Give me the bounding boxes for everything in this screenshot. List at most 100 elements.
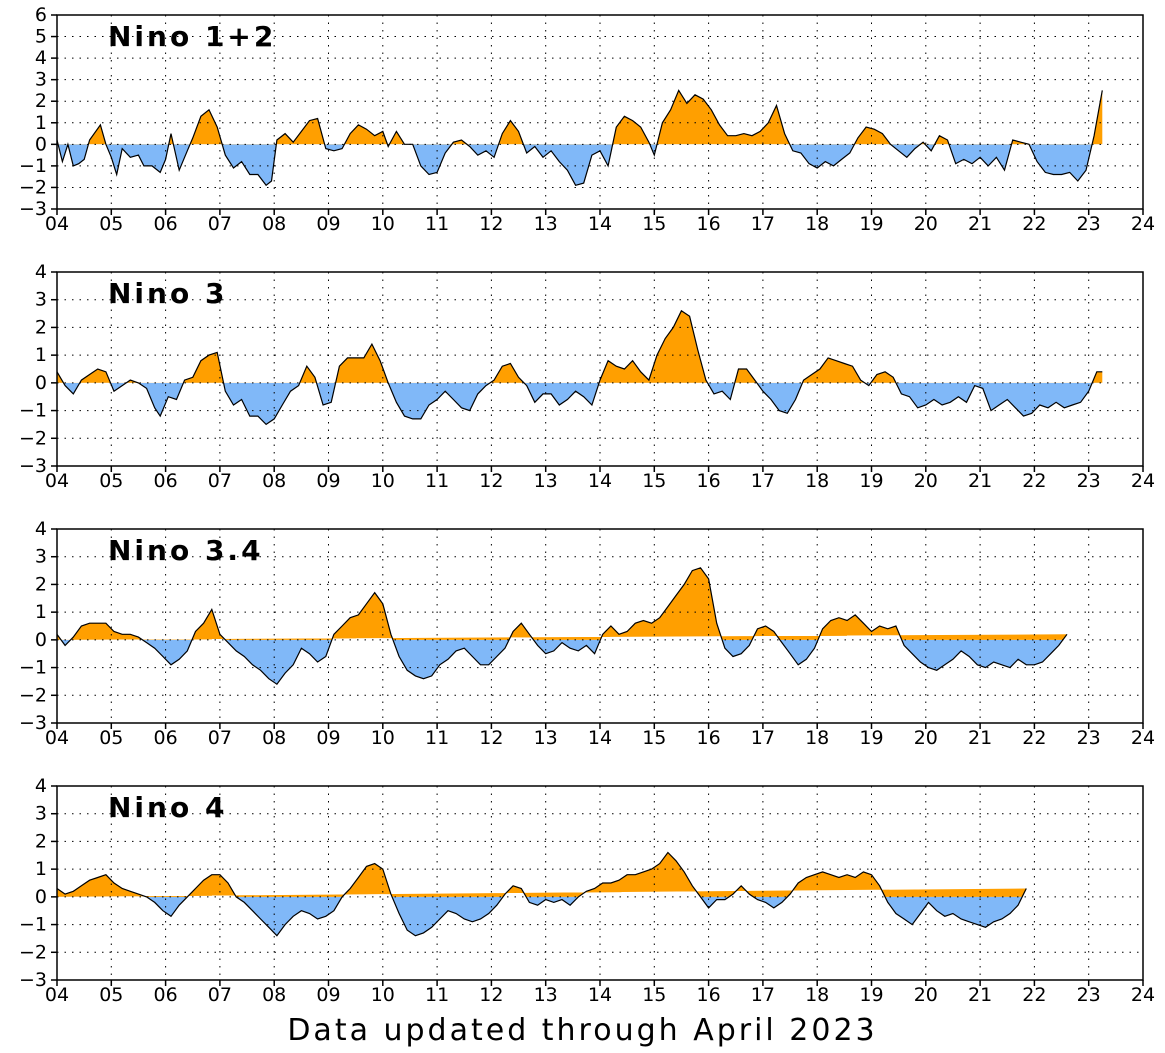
panel-title: Nino 1+2 xyxy=(108,20,276,53)
x-tick-label: 04 xyxy=(45,213,69,235)
y-tick-label: 4 xyxy=(35,47,47,69)
x-tick-label: 19 xyxy=(859,470,883,492)
x-tick-label: 21 xyxy=(968,213,992,235)
x-tick-label: 06 xyxy=(154,470,178,492)
x-tick-label: 21 xyxy=(968,727,992,749)
y-tick-label: −2 xyxy=(19,427,47,449)
x-tick-label: 17 xyxy=(751,470,775,492)
x-tick-label: 12 xyxy=(479,984,503,1006)
x-tick-label: 23 xyxy=(1077,470,1101,492)
y-tick-label: −2 xyxy=(19,684,47,706)
x-tick-label: 17 xyxy=(751,727,775,749)
x-tick-label: 05 xyxy=(99,984,123,1006)
y-tick-label: 2 xyxy=(35,90,47,112)
y-tick-label: −3 xyxy=(19,198,47,220)
x-tick-label: 24 xyxy=(1131,213,1155,235)
x-tick-label: 10 xyxy=(371,470,395,492)
x-tick-label: 09 xyxy=(316,213,340,235)
x-tick-label: 10 xyxy=(371,984,395,1006)
panel-title: Nino 4 xyxy=(108,791,227,824)
x-tick-label: 14 xyxy=(588,727,612,749)
x-tick-label: 23 xyxy=(1077,984,1101,1006)
x-tick-label: 19 xyxy=(859,984,883,1006)
panel-title: Nino 3 xyxy=(108,277,227,310)
y-tick-label: 3 xyxy=(35,803,47,825)
x-tick-label: 05 xyxy=(99,727,123,749)
x-tick-label: 18 xyxy=(805,984,829,1006)
x-tick-label: 06 xyxy=(154,984,178,1006)
x-tick-label: 07 xyxy=(208,213,232,235)
y-tick-label: 3 xyxy=(35,289,47,311)
positive-anomaly-area xyxy=(57,568,1067,684)
positive-anomaly-area xyxy=(57,853,1026,936)
y-tick-label: 1 xyxy=(35,601,47,623)
x-tick-label: 10 xyxy=(371,727,395,749)
positive-anomaly-area xyxy=(57,311,1102,425)
x-tick-label: 24 xyxy=(1131,470,1155,492)
x-tick-label: 13 xyxy=(534,213,558,235)
x-tick-label: 16 xyxy=(697,213,721,235)
y-tick-label: 3 xyxy=(35,546,47,568)
x-tick-label: 11 xyxy=(425,470,449,492)
y-tick-label: −1 xyxy=(19,155,47,177)
x-tick-label: 10 xyxy=(371,213,395,235)
x-tick-label: 08 xyxy=(262,727,286,749)
x-tick-label: 07 xyxy=(208,727,232,749)
y-tick-label: 4 xyxy=(35,775,47,797)
y-tick-label: 1 xyxy=(35,112,47,134)
x-tick-label: 04 xyxy=(45,984,69,1006)
x-tick-label: 16 xyxy=(697,470,721,492)
x-tick-label: 23 xyxy=(1077,727,1101,749)
x-tick-label: 09 xyxy=(316,727,340,749)
y-tick-label: −3 xyxy=(19,969,47,991)
x-tick-label: 14 xyxy=(588,213,612,235)
y-tick-label: 2 xyxy=(35,316,47,338)
x-tick-label: 22 xyxy=(1022,727,1046,749)
x-tick-label: 12 xyxy=(479,470,503,492)
y-tick-label: −1 xyxy=(19,657,47,679)
y-tick-label: 5 xyxy=(35,26,47,48)
x-tick-label: 05 xyxy=(99,470,123,492)
y-tick-label: −3 xyxy=(19,712,47,734)
x-tick-label: 19 xyxy=(859,213,883,235)
x-tick-label: 11 xyxy=(425,213,449,235)
x-tick-label: 15 xyxy=(642,984,666,1006)
y-tick-label: 4 xyxy=(35,518,47,540)
x-tick-label: 06 xyxy=(154,213,178,235)
x-tick-label: 16 xyxy=(697,984,721,1006)
y-tick-label: 0 xyxy=(35,886,47,908)
x-tick-label: 11 xyxy=(425,727,449,749)
y-tick-label: 4 xyxy=(35,261,47,283)
x-tick-label: 17 xyxy=(751,213,775,235)
y-tick-label: 0 xyxy=(35,133,47,155)
x-tick-label: 21 xyxy=(968,984,992,1006)
x-tick-label: 16 xyxy=(697,727,721,749)
x-tick-label: 20 xyxy=(914,984,938,1006)
y-tick-label: 6 xyxy=(35,4,47,26)
y-tick-label: −3 xyxy=(19,455,47,477)
x-tick-label: 20 xyxy=(914,213,938,235)
x-tick-label: 19 xyxy=(859,727,883,749)
x-tick-label: 12 xyxy=(479,213,503,235)
x-tick-label: 07 xyxy=(208,470,232,492)
x-tick-label: 11 xyxy=(425,984,449,1006)
x-tick-label: 24 xyxy=(1131,727,1155,749)
x-tick-label: 13 xyxy=(534,470,558,492)
x-tick-label: 18 xyxy=(805,470,829,492)
x-tick-label: 22 xyxy=(1022,470,1046,492)
x-tick-label: 04 xyxy=(45,470,69,492)
panel-title: Nino 3.4 xyxy=(108,534,264,567)
y-tick-label: 1 xyxy=(35,858,47,880)
x-tick-label: 04 xyxy=(45,727,69,749)
x-tick-label: 13 xyxy=(534,727,558,749)
x-tick-label: 21 xyxy=(968,470,992,492)
x-tick-label: 05 xyxy=(99,213,123,235)
x-tick-label: 06 xyxy=(154,727,178,749)
x-tick-label: 22 xyxy=(1022,984,1046,1006)
panel-nino-4: −3−2−10123404 05 06 07 08 09 10 11 12 13 14 15 16 17 1… xyxy=(19,775,1155,1006)
x-tick-label: 09 xyxy=(316,470,340,492)
x-tick-label: 18 xyxy=(805,727,829,749)
x-tick-label: 22 xyxy=(1022,213,1046,235)
